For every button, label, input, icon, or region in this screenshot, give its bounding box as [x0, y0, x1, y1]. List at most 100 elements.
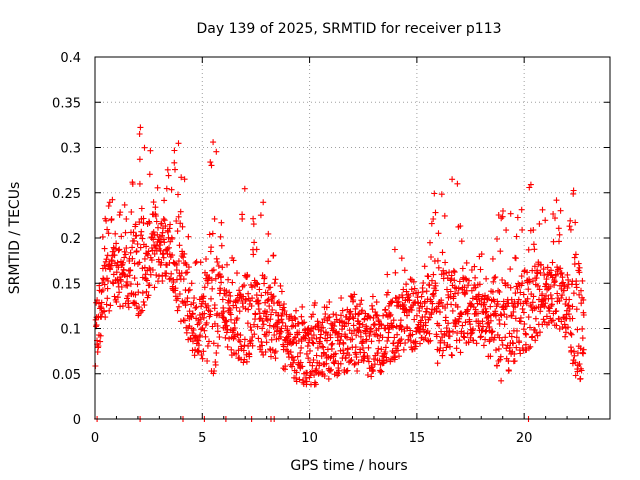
- data-point: [130, 229, 137, 236]
- data-point: [458, 238, 465, 245]
- data-point: [218, 273, 224, 280]
- data-point: [436, 322, 442, 329]
- data-point: [337, 360, 344, 367]
- data-point: [98, 299, 105, 306]
- data-point: [527, 324, 533, 331]
- data-point: [461, 334, 468, 341]
- data-point: [543, 276, 550, 283]
- data-point: [237, 291, 244, 298]
- data-point: [189, 310, 196, 317]
- data-point: [301, 319, 308, 326]
- data-point: [565, 302, 572, 309]
- data-point: [211, 368, 218, 374]
- data-point: [106, 199, 113, 206]
- data-point: [359, 307, 366, 314]
- data-point: [463, 287, 470, 294]
- data-point: [407, 327, 414, 334]
- data-point: [513, 344, 520, 351]
- data-point: [457, 223, 464, 229]
- data-point: [178, 174, 185, 181]
- data-point: [354, 368, 361, 374]
- data-point: [391, 246, 398, 253]
- data-point: [394, 299, 401, 306]
- data-point: [140, 220, 147, 226]
- data-point: [449, 352, 456, 359]
- data-point: [350, 315, 357, 322]
- data-point: [159, 232, 165, 239]
- data-point: [136, 180, 143, 187]
- data-point: [224, 343, 231, 350]
- data-point: [106, 307, 113, 314]
- data-point: [241, 342, 248, 349]
- data-point: [259, 342, 266, 349]
- data-point: [520, 291, 527, 298]
- data-point: [478, 333, 484, 340]
- data-point: [451, 277, 458, 284]
- grid-lines: [95, 57, 610, 419]
- data-point: [291, 314, 298, 321]
- data-point: [437, 337, 444, 344]
- data-point: [266, 322, 273, 329]
- data-point: [167, 221, 174, 228]
- data-point: [512, 290, 519, 297]
- data-point: [264, 317, 271, 324]
- data-point: [234, 270, 240, 277]
- data-point: [198, 303, 205, 310]
- data-point: [255, 300, 262, 307]
- data-point: [500, 298, 507, 305]
- data-point: [152, 204, 159, 211]
- data-point: [139, 235, 146, 242]
- data-point: [104, 226, 111, 233]
- y-tick-label: 0.05: [52, 368, 81, 383]
- data-point: [321, 316, 328, 323]
- data-point: [97, 338, 104, 345]
- data-point: [397, 317, 404, 324]
- data-point: [496, 334, 503, 341]
- data-point: [111, 252, 118, 259]
- y-tick-label: 0.15: [52, 277, 81, 292]
- data-point: [125, 304, 132, 311]
- x-axis-title: GPS time / hours: [290, 458, 407, 474]
- data-point: [556, 231, 563, 238]
- data-point: [272, 355, 279, 362]
- data-point: [136, 131, 143, 137]
- data-point: [210, 340, 217, 347]
- data-point: [403, 281, 410, 288]
- data-point: [359, 321, 366, 328]
- data-point: [204, 280, 211, 287]
- data-point: [132, 221, 139, 228]
- data-point: [181, 250, 188, 257]
- data-point: [173, 262, 180, 268]
- data-point: [149, 267, 156, 273]
- data-point: [146, 219, 153, 226]
- data-point: [505, 358, 512, 365]
- data-point: [501, 321, 508, 328]
- data-point: [281, 308, 288, 314]
- data-point: [298, 338, 305, 345]
- data-point: [128, 209, 135, 215]
- data-point: [455, 290, 462, 296]
- data-point: [456, 278, 463, 285]
- data-point: [268, 353, 274, 360]
- data-point: [105, 230, 112, 237]
- data-point: [290, 339, 297, 346]
- data-point: [492, 308, 499, 315]
- data-point: [185, 233, 192, 240]
- data-point: [518, 206, 525, 213]
- data-point: [177, 208, 184, 215]
- data-point: [503, 227, 510, 234]
- data-point: [490, 278, 497, 285]
- data-point: [398, 255, 405, 262]
- data-point: [468, 330, 475, 337]
- data-point: [141, 255, 148, 262]
- data-point: [251, 321, 257, 328]
- data-point: [382, 325, 389, 332]
- data-point: [316, 360, 323, 367]
- data-point: [150, 229, 157, 236]
- data-point: [549, 259, 556, 266]
- data-point: [424, 305, 430, 312]
- x-tick-label: 15: [409, 431, 426, 446]
- data-point: [576, 361, 583, 367]
- data-point: [309, 362, 316, 369]
- data-point: [471, 263, 478, 270]
